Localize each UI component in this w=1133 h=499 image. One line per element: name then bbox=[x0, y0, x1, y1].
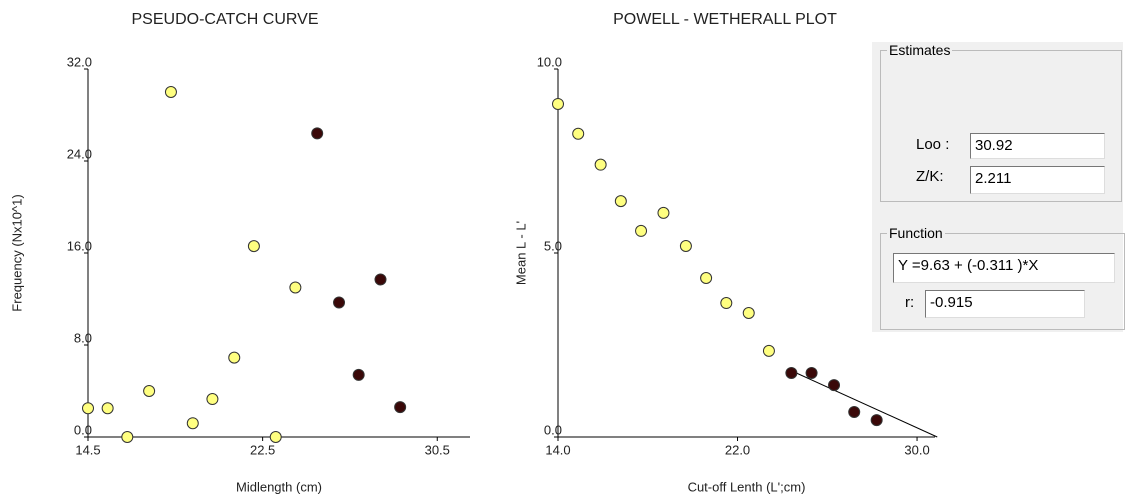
chart-title: PSEUDO-CATCH CURVE bbox=[132, 11, 319, 28]
r-input[interactable]: -0.915 bbox=[925, 290, 1085, 318]
y-tick-label: 5.0 bbox=[544, 238, 562, 253]
y-axis-label: Mean L - L' bbox=[513, 221, 528, 285]
y-tick-label: 32.0 bbox=[67, 54, 92, 69]
group-title: Estimates bbox=[887, 42, 953, 58]
point bbox=[311, 127, 324, 140]
point bbox=[700, 272, 713, 285]
x-tick-label: 30.0 bbox=[904, 442, 929, 457]
point bbox=[121, 431, 134, 443]
y-tick-label: 10.0 bbox=[537, 54, 562, 69]
formula-input[interactable]: Y =9.63 + (-0.311 )*X bbox=[893, 253, 1115, 283]
point bbox=[289, 281, 302, 294]
point bbox=[572, 127, 585, 140]
y-tick-label: 8.0 bbox=[74, 330, 92, 345]
x-axis-label: Midlength (cm) bbox=[236, 479, 322, 494]
x-tick-label: 14.0 bbox=[545, 442, 570, 457]
point bbox=[552, 97, 564, 110]
point bbox=[82, 402, 94, 415]
point bbox=[742, 306, 755, 319]
point bbox=[785, 366, 798, 379]
y-axis-label: Frequency (Nx10^1) bbox=[9, 194, 24, 311]
x-tick-label: 22.0 bbox=[725, 442, 750, 457]
point bbox=[870, 414, 883, 427]
point bbox=[186, 417, 199, 430]
point bbox=[269, 431, 282, 443]
point bbox=[762, 344, 775, 357]
point bbox=[805, 366, 818, 379]
point bbox=[614, 195, 627, 208]
point bbox=[594, 158, 607, 171]
point bbox=[352, 368, 365, 381]
y-tick-label: 0.0 bbox=[74, 422, 92, 437]
point bbox=[228, 351, 241, 364]
group-title: Function bbox=[887, 225, 945, 241]
point bbox=[828, 379, 841, 392]
point bbox=[848, 405, 861, 418]
estimates-panel: Estimates Loo : 30.92 Z/K: 2.211 Functio… bbox=[872, 42, 1125, 332]
y-tick-label: 16.0 bbox=[67, 238, 92, 253]
point bbox=[164, 86, 177, 98]
loo-input[interactable]: 30.92 bbox=[970, 133, 1105, 159]
point bbox=[206, 393, 219, 406]
point bbox=[720, 297, 733, 310]
loo-label: Loo : bbox=[916, 136, 950, 153]
y-tick-label: 0.0 bbox=[544, 422, 562, 437]
point bbox=[333, 296, 346, 309]
x-axis-label: Cut-off Lenth (L';cm) bbox=[688, 479, 806, 494]
point bbox=[657, 206, 670, 219]
zk-label: Z/K: bbox=[916, 168, 944, 185]
x-tick-label: 30.5 bbox=[425, 442, 450, 457]
point bbox=[247, 240, 260, 253]
x-tick-label: 22.5 bbox=[250, 442, 275, 457]
point bbox=[101, 402, 114, 415]
function-group: Function bbox=[880, 225, 1125, 330]
zk-input[interactable]: 2.211 bbox=[970, 166, 1105, 194]
point bbox=[374, 273, 387, 286]
y-tick-label: 24.0 bbox=[67, 146, 92, 161]
point bbox=[394, 401, 407, 414]
point bbox=[635, 224, 648, 237]
point bbox=[679, 240, 692, 253]
r-label: r: bbox=[905, 294, 915, 311]
x-tick-label: 14.5 bbox=[75, 442, 100, 457]
estimates-group: Estimates bbox=[880, 42, 1122, 202]
chart-title: POWELL - WETHERALL PLOT bbox=[613, 11, 837, 28]
point bbox=[143, 385, 156, 397]
fit-line bbox=[791, 370, 938, 438]
